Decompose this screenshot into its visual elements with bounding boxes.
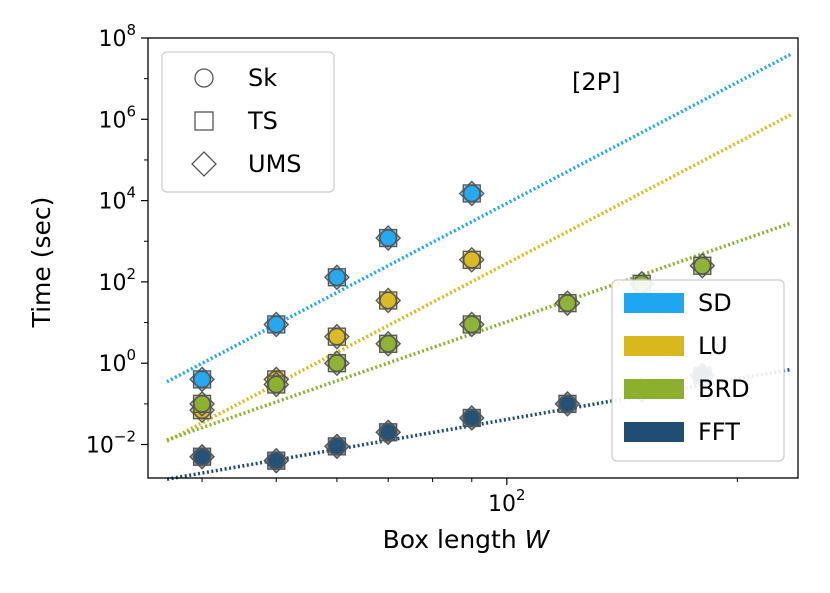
point-sk-fft [328, 437, 346, 455]
marker-legend: Sk TS UMS [161, 51, 335, 193]
legend-label: FFT [698, 418, 740, 446]
point-sk-brd [267, 375, 285, 394]
x-axis-label: Box length W [383, 525, 551, 554]
legend-swatch-sd [624, 293, 684, 313]
panel-annotation: [2P] [572, 68, 620, 96]
point-sk-sd [328, 268, 346, 286]
y-tick-label: 108 [98, 21, 136, 52]
point-sk-brd [379, 335, 397, 353]
legend-square-marker [194, 111, 214, 131]
y-tick-label: 104 [98, 184, 136, 215]
point-sk-brd [558, 294, 577, 312]
point-sk-lu [463, 251, 481, 269]
point-sk-fft [379, 423, 397, 441]
point-sk-lu [328, 328, 346, 346]
x-tick-label: 102 [488, 486, 526, 517]
point-sk-fft [558, 395, 577, 413]
legend-diamond-marker [191, 151, 217, 177]
legend-swatch-lu [624, 336, 684, 356]
point-sk-lu [379, 291, 397, 310]
point-sk-sd [463, 184, 481, 203]
point-sk-sd [193, 370, 211, 388]
series-legend-box [611, 279, 785, 462]
legend-label: BRD [698, 375, 750, 403]
legend-label: LU [698, 332, 728, 360]
legend-label: UMS [248, 150, 302, 178]
point-sk-brd [693, 257, 711, 275]
y-tick-label: 100 [98, 346, 136, 377]
legend-label: SD [698, 289, 732, 317]
legend-circle-marker [194, 68, 214, 88]
ticks: 10−2 100 102 104 106 108 102 [86, 21, 738, 517]
point-sk-fft [267, 452, 285, 470]
y-tick-label: 106 [98, 102, 136, 133]
point-sk-sd [379, 229, 397, 247]
y-axis-label: Time (sec) [27, 197, 56, 329]
point-sk-brd [328, 354, 346, 372]
y-tick-label: 10−2 [86, 428, 136, 459]
point-sk-brd [463, 315, 481, 334]
y-tick-label: 102 [98, 265, 136, 296]
point-sk-fft [463, 409, 481, 427]
point-sk-brd [193, 395, 211, 413]
data-points [189, 180, 716, 474]
point-sk-fft [193, 448, 211, 466]
plot-frame [147, 37, 799, 479]
series-legend: SD LU BRD FFT [611, 279, 785, 462]
legend-label: TS [247, 107, 278, 135]
legend-swatch-brd [624, 379, 684, 399]
legend-swatch-fft [624, 422, 684, 442]
point-sk-sd [267, 315, 285, 334]
legend-label: Sk [248, 64, 277, 92]
